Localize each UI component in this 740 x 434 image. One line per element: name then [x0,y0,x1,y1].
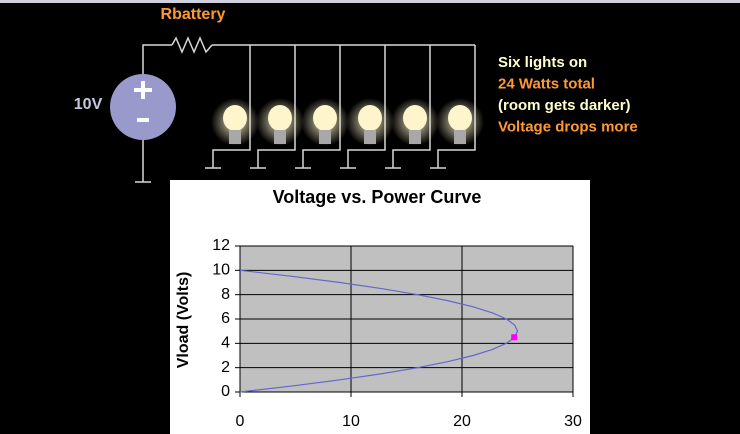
chart-title: Voltage vs. Power Curve [273,187,482,207]
y-axis-label: Vload (Volts) [175,272,192,369]
x-tick-label: 20 [453,413,471,430]
circuit [110,38,484,182]
x-tick-label: 30 [564,413,582,430]
note: Voltage drops more [498,118,638,135]
resistor-label: Rbattery [161,6,226,23]
x-tick-label: 10 [342,413,360,430]
bulb-base [274,130,286,144]
battery-minus [137,118,149,122]
y-tick-label: 10 [212,262,230,279]
data-point [511,334,517,340]
y-tick-label: 4 [221,335,230,352]
bulb-base [454,130,466,144]
bulb [313,105,337,131]
note: (room gets darker) [498,97,631,114]
y-tick-label: 0 [221,383,230,400]
y-tick-label: 8 [221,286,230,303]
bulb [358,105,382,131]
y-tick-label: 2 [221,359,230,376]
slide: Rbattery 10V Six lights on 24 Watts total… [0,0,740,434]
bulb [448,105,472,131]
bulb-base [229,130,241,144]
battery-plus [141,81,145,99]
bulb-base [319,130,331,144]
note: Six lights on [498,54,587,71]
note: 24 Watts total [498,75,595,92]
bulb-base [364,130,376,144]
x-tick-label: 0 [236,413,245,430]
battery-label: 10V [74,96,103,113]
bulb-base [409,130,421,144]
bulb [268,105,292,131]
top-border [0,0,740,3]
bulb [223,105,247,131]
bulb [403,105,427,131]
y-tick-label: 6 [221,310,230,327]
y-tick-label: 12 [212,237,230,254]
